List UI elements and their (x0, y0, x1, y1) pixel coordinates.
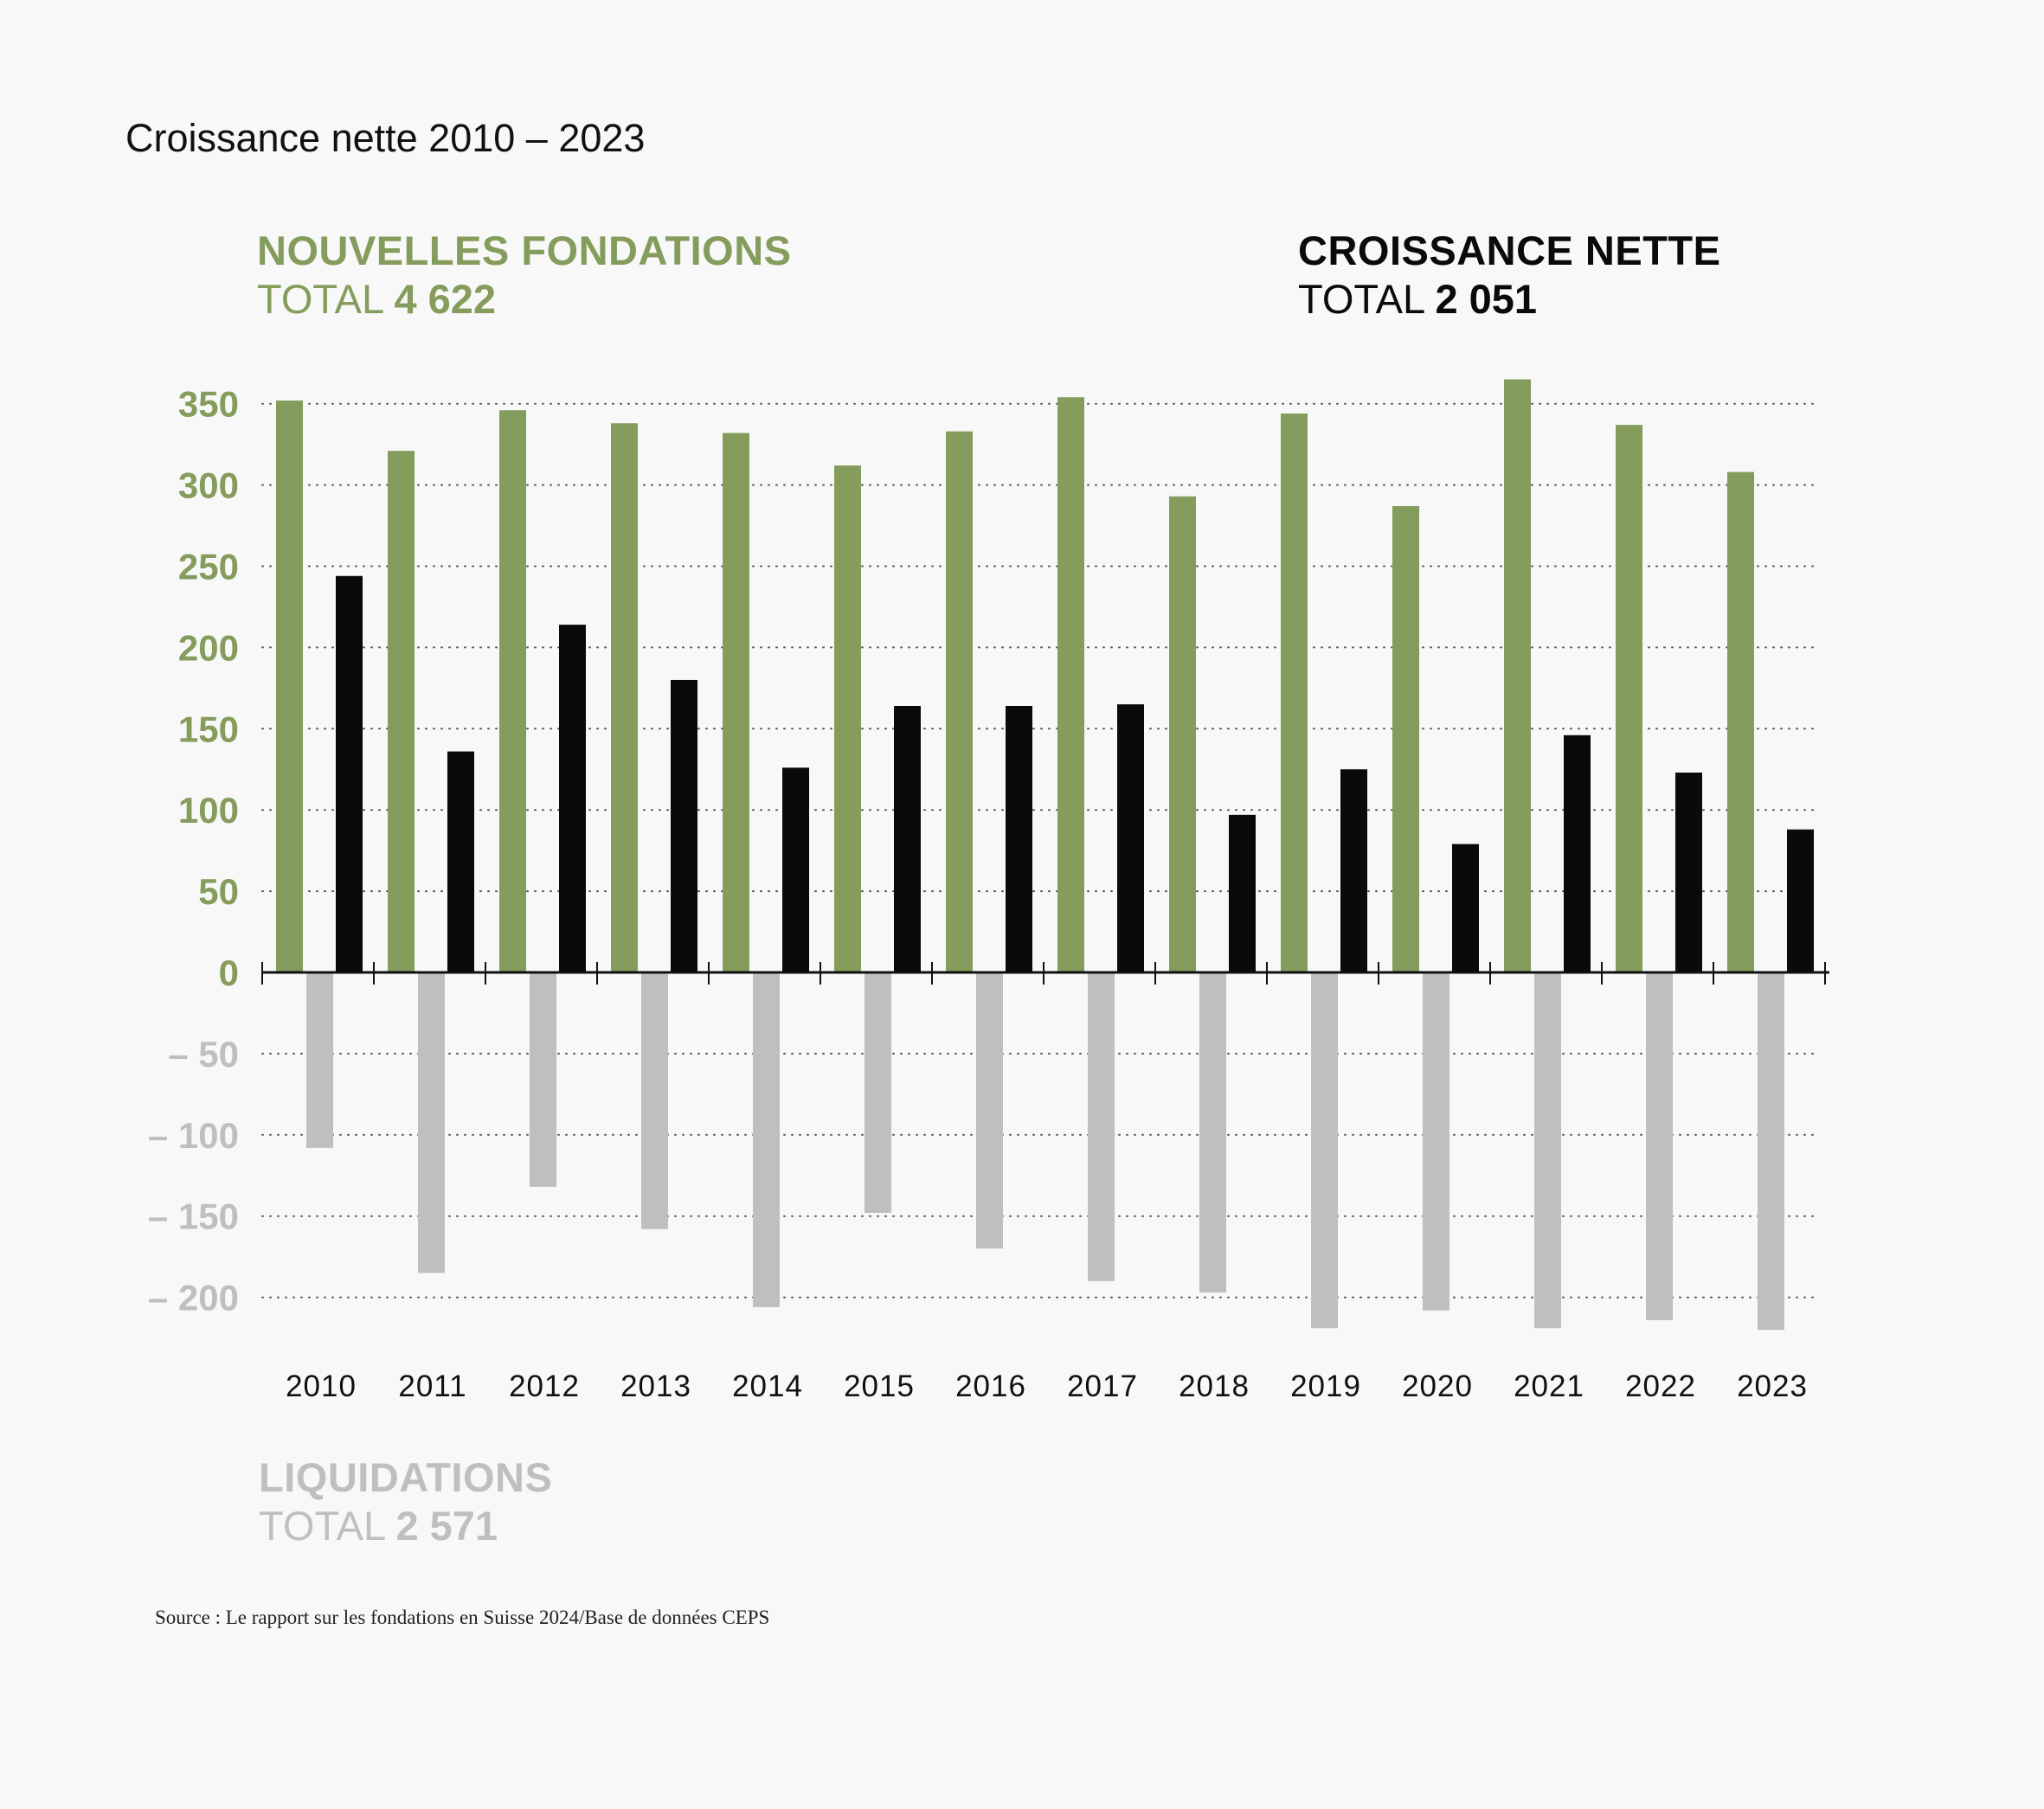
legend-liquidations: LIQUIDATIONS TOTAL 2 571 (259, 1453, 552, 1551)
bar-nouvelles-fondations (388, 451, 415, 972)
bar-croissance-nette (447, 751, 474, 972)
bar-croissance-nette (1452, 844, 1479, 972)
bar-liquidations (1646, 972, 1673, 1320)
source-note: Source : Le rapport sur les fondations e… (155, 1607, 770, 1628)
bar-croissance-nette (782, 767, 809, 972)
bar-liquidations (1423, 972, 1449, 1311)
y-tick-label: – 50 (168, 1034, 239, 1074)
legend-fondations-total: TOTAL 4 622 (257, 275, 792, 324)
bar-croissance-nette (894, 706, 921, 972)
y-tick-label: 300 (178, 465, 239, 506)
legend-liquidations-total-value: 2 571 (395, 1503, 498, 1549)
bar-nouvelles-fondations (1616, 425, 1642, 972)
x-tick-label: 2022 (1625, 1370, 1696, 1403)
bar-nouvelles-fondations (946, 431, 973, 973)
bar-liquidations (1199, 972, 1226, 1293)
legend-fondations: NOUVELLES FONDATIONS TOTAL 4 622 (257, 227, 792, 324)
bar-liquidations (865, 972, 891, 1213)
legend-liquidations-name: LIQUIDATIONS (259, 1454, 553, 1500)
bar-liquidations (1088, 972, 1115, 1281)
y-tick-label: – 100 (148, 1115, 239, 1156)
bar-croissance-nette (1675, 773, 1702, 972)
x-tick-label: 2016 (955, 1370, 1026, 1403)
bar-liquidations (1534, 972, 1561, 1329)
bar-croissance-nette (559, 625, 586, 972)
y-tick-label: 250 (178, 547, 239, 587)
x-tick-label: 2020 (1402, 1370, 1473, 1403)
legend-croissance-total-label: TOTAL (1298, 276, 1424, 323)
bar-nouvelles-fondations (1057, 397, 1084, 972)
bar-croissance-nette (1787, 829, 1814, 972)
y-tick-label: 200 (178, 627, 239, 668)
legend-fondations-total-label: TOTAL (257, 276, 383, 323)
y-tick-label: 50 (198, 871, 239, 912)
bar-nouvelles-fondations (1504, 379, 1531, 972)
bar-nouvelles-fondations (1727, 471, 1754, 972)
legend-liquidations-total-label: TOTAL (259, 1503, 385, 1549)
legend-croissance: CROISSANCE NETTE TOTAL 2 051 (1298, 227, 1721, 324)
y-tick-label: 0 (219, 953, 239, 993)
bar-liquidations (418, 972, 445, 1273)
x-tick-label: 2023 (1737, 1370, 1808, 1403)
bar-nouvelles-fondations (1392, 506, 1419, 972)
bar-liquidations (753, 972, 780, 1307)
x-tick-label: 2014 (732, 1370, 803, 1403)
chart-title: Croissance nette 2010 – 2023 (125, 116, 646, 160)
bar-croissance-nette (1117, 704, 1144, 972)
legend-croissance-name: CROISSANCE NETTE (1298, 228, 1721, 273)
x-tick-label: 2021 (1514, 1370, 1584, 1403)
x-tick-label: 2010 (286, 1370, 357, 1403)
bar-croissance-nette (671, 679, 697, 972)
bar-croissance-nette (336, 575, 363, 972)
y-tick-label: 100 (178, 790, 239, 831)
bar-nouvelles-fondations (723, 433, 749, 972)
y-tick-label: 350 (178, 384, 239, 425)
y-tick-label: – 150 (148, 1196, 239, 1237)
bar-liquidations (1758, 972, 1784, 1331)
bar-liquidations (306, 972, 333, 1148)
legend-croissance-total: TOTAL 2 051 (1298, 275, 1721, 324)
x-tick-label: 2019 (1290, 1370, 1361, 1403)
bar-croissance-nette (1229, 814, 1256, 972)
x-tick-label: 2017 (1067, 1370, 1138, 1403)
bar-nouvelles-fondations (1169, 496, 1196, 972)
bar-nouvelles-fondations (499, 410, 526, 972)
bar-nouvelles-fondations (834, 465, 861, 972)
bar-croissance-nette (1340, 769, 1367, 972)
x-tick-label: 2011 (398, 1370, 466, 1403)
legend-fondations-total-value: 4 622 (394, 276, 497, 323)
bar-nouvelles-fondations (1281, 413, 1308, 972)
x-tick-label: 2012 (509, 1370, 580, 1403)
bar-croissance-nette (1006, 706, 1032, 972)
x-tick-label: 2015 (844, 1370, 915, 1403)
bar-liquidations (976, 972, 1003, 1249)
y-tick-label: 150 (178, 709, 239, 749)
legend-fondations-name: NOUVELLES FONDATIONS (257, 228, 792, 273)
bar-nouvelles-fondations (611, 423, 638, 973)
bar-nouvelles-fondations (276, 400, 303, 973)
x-tick-label: 2018 (1179, 1370, 1250, 1403)
bar-liquidations (530, 972, 556, 1187)
y-tick-label: – 200 (148, 1278, 239, 1318)
legend-liquidations-total: TOTAL 2 571 (259, 1502, 552, 1550)
bar-liquidations (641, 972, 668, 1229)
bar-liquidations (1311, 972, 1338, 1329)
legend-croissance-total-value: 2 051 (1435, 276, 1538, 323)
x-tick-label: 2013 (620, 1370, 691, 1403)
bar-croissance-nette (1564, 735, 1591, 972)
